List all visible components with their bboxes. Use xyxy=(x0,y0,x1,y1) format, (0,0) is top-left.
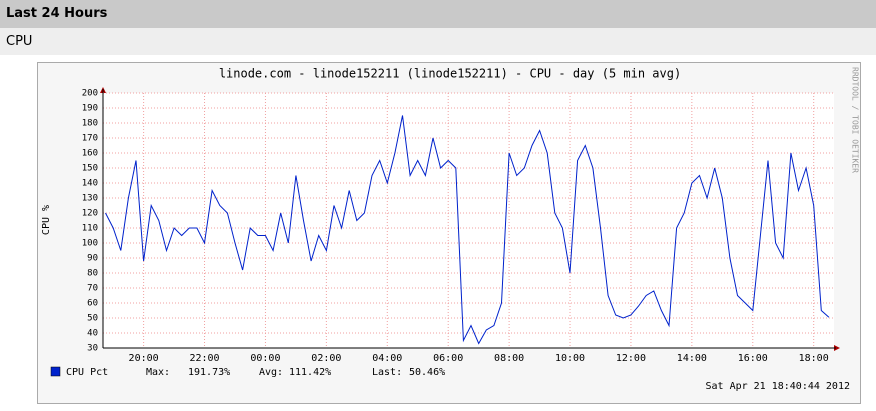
y-tick-label: 50 xyxy=(87,314,98,324)
legend-stat-value: 111.42% xyxy=(289,367,331,378)
legend-stat-label: Max: xyxy=(146,367,170,378)
x-tick-label: 12:00 xyxy=(616,353,646,364)
x-tick-label: 18:00 xyxy=(799,353,829,364)
section-header: Last 24 Hours xyxy=(0,0,876,28)
y-tick-label: 70 xyxy=(87,284,98,294)
x-tick-label: 14:00 xyxy=(677,353,707,364)
legend-stat-value: 50.46% xyxy=(409,367,445,378)
timestamp: Sat Apr 21 18:40:44 2012 xyxy=(706,381,851,392)
y-tick-label: 160 xyxy=(82,149,98,159)
x-tick-label: 16:00 xyxy=(738,353,768,364)
y-tick-label: 190 xyxy=(82,104,98,114)
y-tick-label: 100 xyxy=(82,239,98,249)
x-tick-label: 06:00 xyxy=(433,353,463,364)
y-tick-label: 80 xyxy=(87,269,98,279)
legend-label: CPU Pct xyxy=(66,367,108,378)
y-tick-label: 200 xyxy=(82,89,98,99)
chart-title: linode.com - linode152211 (linode152211)… xyxy=(219,67,681,81)
legend-stat-label: Last: xyxy=(372,367,402,378)
legend-stat-label: Avg: xyxy=(259,367,283,378)
x-tick-label: 02:00 xyxy=(311,353,341,364)
y-axis-label: CPU % xyxy=(41,205,52,235)
y-tick-label: 30 xyxy=(87,344,98,354)
plot-area xyxy=(103,93,834,348)
x-tick-label: 22:00 xyxy=(189,353,219,364)
x-tick-label: 10:00 xyxy=(555,353,585,364)
y-tick-label: 40 xyxy=(87,329,98,339)
x-tick-label: 20:00 xyxy=(129,353,159,364)
y-tick-label: 170 xyxy=(82,134,98,144)
y-tick-label: 130 xyxy=(82,194,98,204)
y-tick-label: 150 xyxy=(82,164,98,174)
y-tick-label: 60 xyxy=(87,299,98,309)
y-tick-label: 180 xyxy=(82,119,98,129)
legend-stat-value: 191.73% xyxy=(188,367,230,378)
section-subtitle: CPU xyxy=(0,28,876,55)
x-tick-label: 08:00 xyxy=(494,353,524,364)
y-tick-label: 90 xyxy=(87,254,98,264)
axis-arrow xyxy=(834,345,840,351)
x-tick-label: 00:00 xyxy=(250,353,280,364)
x-tick-label: 04:00 xyxy=(372,353,402,364)
series-line xyxy=(105,115,830,345)
y-tick-label: 140 xyxy=(82,179,98,189)
legend-swatch xyxy=(50,366,61,377)
y-tick-label: 110 xyxy=(82,224,98,234)
side-text: RRDTOOL / TOBI OETIKER xyxy=(851,67,860,173)
y-tick-label: 120 xyxy=(82,209,98,219)
